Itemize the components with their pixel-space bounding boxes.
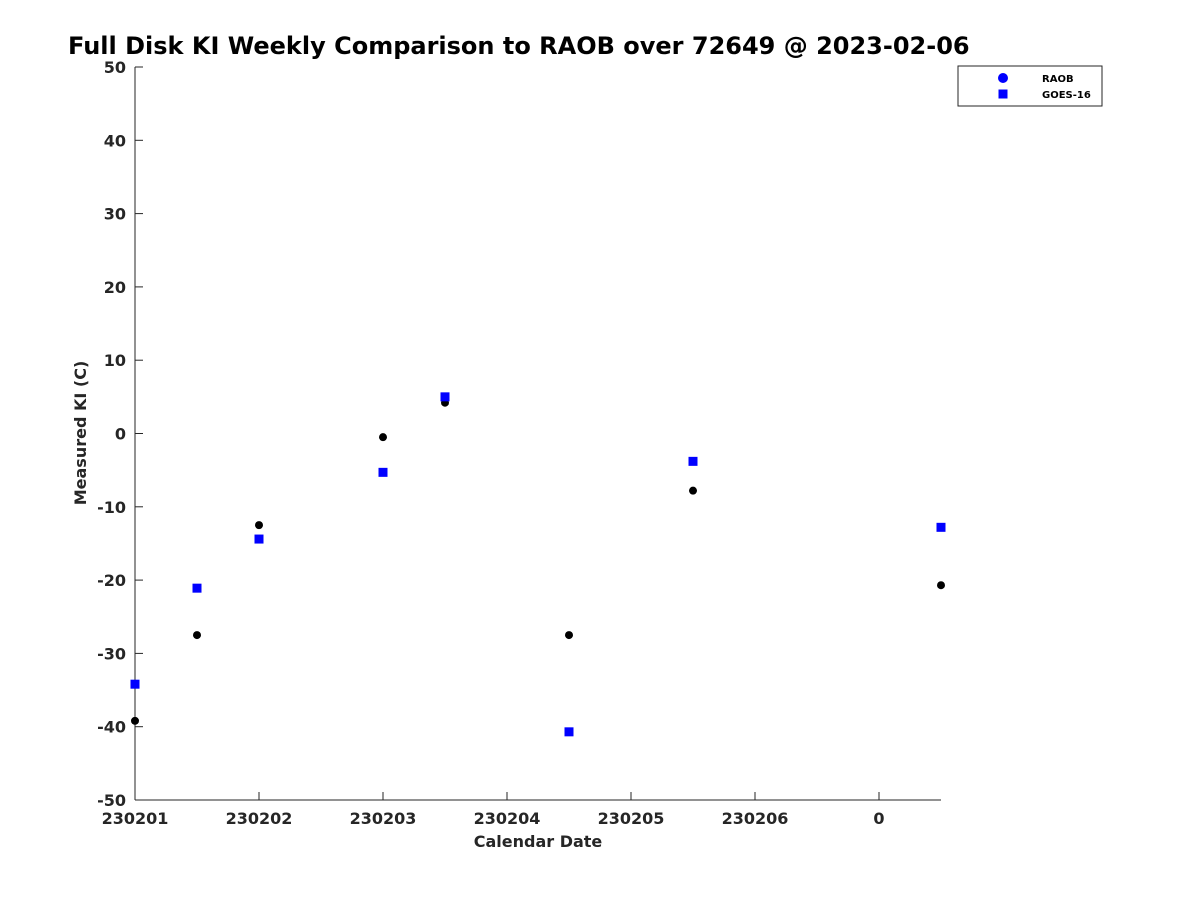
- y-tick-label: -20: [97, 571, 126, 590]
- y-axis-label: Measured KI (C): [71, 361, 90, 506]
- data-point: [937, 581, 945, 590]
- x-tick-label: 230206: [722, 809, 789, 828]
- y-tick-label: 20: [104, 278, 126, 297]
- data-point: [379, 433, 387, 442]
- data-marks: [130, 392, 946, 737]
- series-raob: [131, 398, 945, 725]
- x-axis-label: Calendar Date: [474, 832, 603, 851]
- legend-label: RAOB: [1042, 74, 1074, 85]
- legend-box: [957, 65, 1103, 107]
- y-tick-label: -10: [97, 498, 126, 517]
- x-tick-label: 230204: [474, 809, 541, 828]
- y-tick-label: 10: [104, 351, 126, 370]
- x-tick-label: 230201: [102, 809, 169, 828]
- x-tick-label: 230203: [350, 809, 417, 828]
- data-point: [688, 456, 698, 466]
- series-goes-16: [130, 392, 946, 737]
- data-point: [689, 486, 697, 495]
- x-tick-label: 230205: [598, 809, 665, 828]
- data-point: [193, 631, 201, 640]
- data-point: [564, 727, 574, 737]
- data-point: [936, 522, 946, 532]
- data-point: [565, 631, 573, 640]
- data-point: [440, 392, 450, 402]
- data-point: [378, 467, 388, 477]
- axes: [134, 67, 941, 801]
- y-tick-label: -30: [97, 644, 126, 663]
- y-tick-label: 0: [115, 425, 126, 444]
- y-tick-label: -50: [97, 791, 126, 810]
- chart-title: Full Disk KI Weekly Comparison to RAOB o…: [68, 32, 970, 60]
- x-tick-label: 0: [873, 809, 884, 828]
- y-tick-label: 50: [104, 58, 126, 77]
- data-point: [131, 716, 139, 725]
- legend-marker-square: [998, 89, 1008, 99]
- data-point: [192, 583, 202, 593]
- data-point: [254, 534, 264, 544]
- data-point: [130, 679, 140, 689]
- data-point: [255, 521, 263, 530]
- legend-marker-circle: [998, 73, 1008, 83]
- legend-label: GOES-16: [1042, 90, 1091, 101]
- y-tick-label: 40: [104, 131, 126, 150]
- y-tick-label: 30: [104, 205, 126, 224]
- x-tick-label: 230202: [226, 809, 293, 828]
- legend: RAOB GOES-16: [957, 65, 1103, 107]
- y-tick-label: -40: [97, 718, 126, 737]
